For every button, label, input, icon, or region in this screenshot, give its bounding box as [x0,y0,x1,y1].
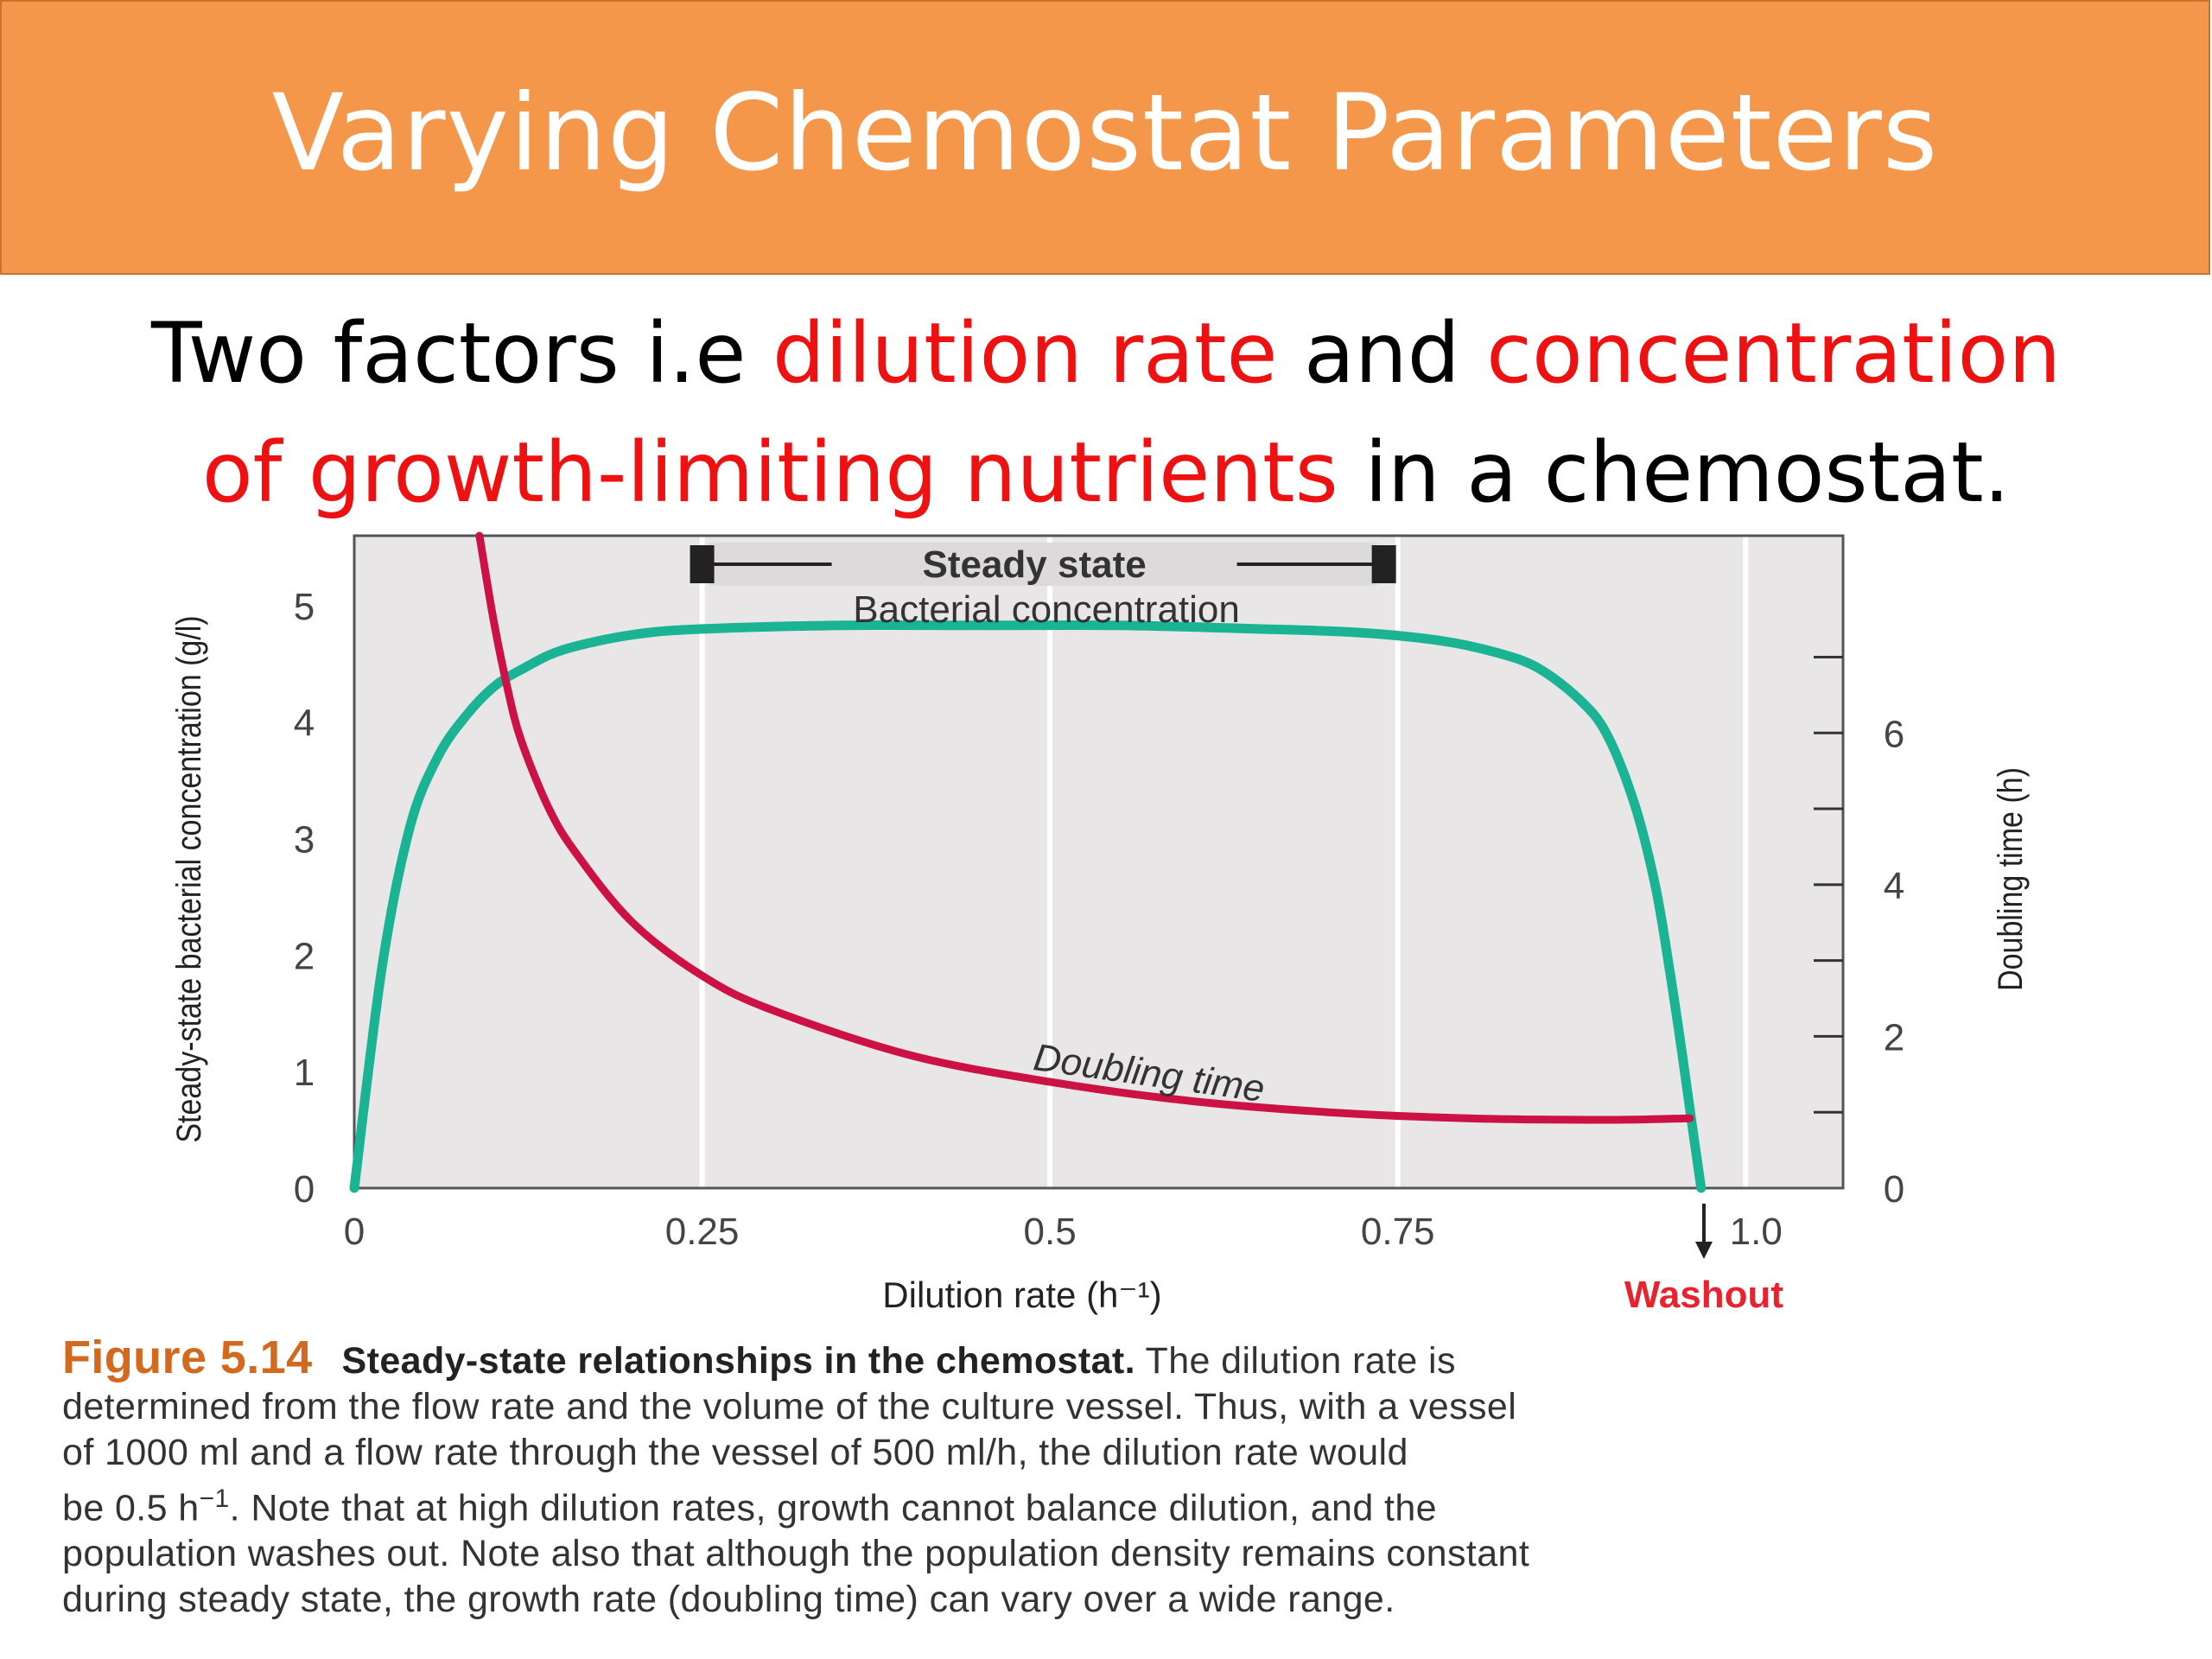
caption-line-3: of 1000 ml and a flow rate through the v… [62,1432,1408,1473]
plot-border [353,534,1845,1190]
x-tick-label-1: 0.25 [665,1211,740,1253]
y-left-tick-label-3: 3 [294,819,315,861]
title-bar: Varying Chemostat Parameters [0,0,2210,275]
subtitle-text-2: and [1277,305,1487,402]
y-right-tick-label-0: 0 [1884,1168,1904,1211]
caption-text-4a: be 0.5 h [62,1487,200,1529]
subtitle-highlight-dilution-rate: dilution rate [772,305,1278,402]
caption-line-2: determined from the flow rate and the vo… [62,1386,1517,1427]
bacterial-concentration-label: Bacterial concentration [853,588,1240,631]
washout-arrow-head [1694,1242,1713,1259]
series-line-doubling-time [475,531,1694,1124]
slide-title: Varying Chemostat Parameters [271,72,1939,194]
chemostat-chart: 0 0.25 0.5 0.75 1.0 0 1 2 3 4 5 0 2 4 6 Steady state B… [168,531,2030,1316]
y-left-tick-label-4: 4 [294,702,315,745]
left-y-axis-label: Steady-state bacterial concentration (g/… [168,615,207,1142]
x-tick-label-2: 0.5 [1024,1211,1077,1253]
steady-state-label: Steady state [922,543,1146,586]
y-left-tick-label-0: 0 [294,1168,315,1211]
subtitle-text-1: Two factors i.e [150,305,772,402]
y-left-tick-label-1: 1 [294,1052,315,1094]
y-right-tick-label-3: 6 [1884,713,1904,755]
caption-superscript: −1 [199,1484,230,1513]
steady-state-bracket: Steady state [690,543,1396,586]
series-line-bacterial-concentration [349,620,1707,1193]
caption-line-5: population washes out. Note also that al… [62,1533,1530,1575]
caption-text-4b: . Note that at high dilution rates, grow… [229,1487,1437,1529]
caption-line-1: Figure 5.14 Steady-state relationships in… [62,1332,2153,1384]
y-left-tick-label-2: 2 [294,935,315,977]
x-tick-label-0: 0 [344,1211,365,1253]
caption-line-4: be 0.5 h−1. Note that at high dilution r… [62,1476,2153,1531]
slide-subtitle: Two factors i.e dilution rate and concen… [104,294,2108,532]
subtitle-highlight-nutrients: concentration of growth-limiting nutrien… [201,305,2062,521]
y-right-tick-label-2: 4 [1884,865,1904,907]
caption-line-6: during steady state, the growth rate (do… [62,1579,1395,1621]
grid-lines [699,536,1749,1188]
caption-bold-title: Steady-state relationships in the chemos… [341,1340,1135,1382]
washout-label: Washout [1624,1274,1783,1316]
figure-caption: Figure 5.14 Steady-state relationships in… [62,1332,2153,1623]
right-y-axis-label: Doubling time (h) [1990,767,2029,991]
x-tick-label-4: 1.0 [1730,1211,1783,1253]
tick-labels: 0 0.25 0.5 0.75 1.0 0 1 2 3 4 5 0 2 4 6 [294,586,1904,1253]
x-tick-label-3: 0.75 [1361,1211,1435,1253]
x-axis-label: Dilution rate (h⁻¹) [882,1274,1161,1315]
y-right-tick-label-1: 2 [1884,1016,1904,1058]
caption-text-1: The dilution rate is [1135,1340,1456,1382]
y-left-tick-label-5: 5 [294,586,315,628]
washout-marker: Washout [1624,1204,1783,1316]
subtitle-text-3: in a chemostat. [1338,424,2011,521]
right-axis-ticks [1814,655,1843,1114]
figure-number: Figure 5.14 [62,1332,313,1383]
